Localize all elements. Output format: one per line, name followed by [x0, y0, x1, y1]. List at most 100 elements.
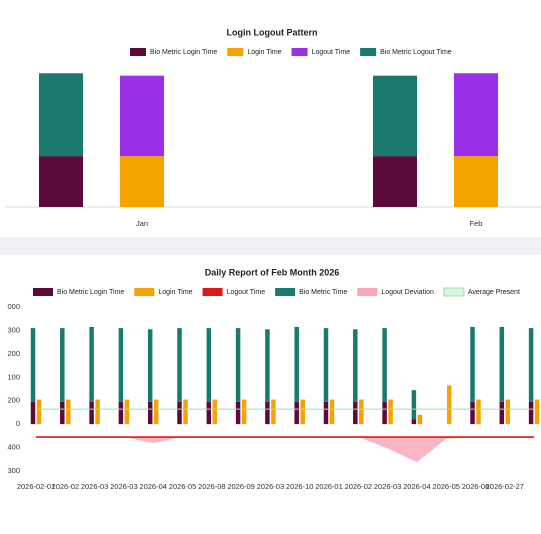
legend-swatch [33, 288, 53, 296]
bar [411, 390, 417, 420]
bar [470, 401, 475, 425]
bar [499, 326, 505, 402]
x-tick-label: 2026-09 [227, 482, 255, 491]
bar [294, 401, 299, 425]
chart-title: Daily Report of Feb Month 2026 [205, 267, 340, 277]
legend-label: Bio Metric Login Time [57, 289, 124, 296]
chart-title: Login Logout Pattern [227, 27, 318, 37]
bar [147, 329, 153, 402]
bar [89, 326, 94, 402]
bar [359, 399, 364, 425]
x-tick-label: 2026-02 [52, 482, 80, 491]
legend-label: Bio Metric Time [299, 289, 347, 296]
bar [120, 156, 164, 207]
bar [323, 401, 329, 425]
x-tick-label: 2026-03 [257, 482, 285, 491]
y-tick-label: 300 [7, 466, 20, 475]
bar [30, 328, 36, 402]
bar [118, 401, 124, 425]
x-tick-label: 2026-06 [462, 482, 490, 491]
bar [212, 399, 218, 425]
x-tick-label: 2026-02-27 [486, 482, 524, 491]
bar [147, 401, 153, 425]
bar [118, 328, 124, 402]
bar [382, 401, 387, 425]
bar [235, 401, 241, 425]
bar [60, 328, 65, 402]
bar [39, 73, 83, 157]
area [36, 437, 535, 463]
bar [60, 401, 65, 425]
legend-label: Logout Deviation [381, 289, 434, 296]
x-tick-label: 2026-04 [403, 482, 431, 491]
legend-swatch [443, 287, 465, 297]
x-tick-label: Jan [136, 219, 148, 228]
bar [294, 326, 299, 402]
y-tick-label: 100 [7, 372, 20, 381]
x-tick-label: Feb [470, 219, 483, 228]
bar [30, 401, 36, 425]
legend-label: Bio Metric Login Time [150, 49, 217, 56]
bar [528, 328, 534, 402]
legend-swatch [134, 288, 155, 296]
legend-swatch [291, 48, 308, 56]
bar [382, 328, 387, 402]
bar [329, 399, 335, 425]
bar [411, 419, 417, 425]
bar [446, 385, 452, 425]
x-tick-label: 2026-03 [374, 482, 402, 491]
bar [505, 399, 511, 425]
y-tick-label: 400 [7, 443, 20, 452]
bar [36, 399, 42, 425]
legend-label: Bio Metric Logout Time [380, 49, 452, 56]
legend-swatch [275, 288, 296, 296]
x-tick-label: 2026-05 [169, 482, 197, 491]
x-tick-label: 2026-04 [139, 482, 167, 491]
bar [124, 399, 130, 425]
bar [373, 156, 417, 207]
x-tick-label: 2026-05 [432, 482, 460, 491]
bar [265, 329, 270, 402]
bar [177, 328, 182, 402]
bar [323, 328, 329, 402]
bar [265, 401, 270, 425]
bar [235, 328, 241, 402]
x-tick-label: 2026-03 [110, 482, 138, 491]
bar [153, 399, 159, 425]
bar [241, 399, 247, 425]
bar [206, 401, 212, 425]
x-tick-label: 2026-08 [198, 482, 226, 491]
y-tick-label: 000 [7, 302, 20, 311]
bar [417, 414, 423, 425]
x-tick-label: 2026-02 [345, 482, 373, 491]
x-tick-label: 2026-03 [81, 482, 109, 491]
legend-swatch [357, 288, 378, 296]
bar [373, 75, 417, 157]
legend-label: Login Time [247, 49, 281, 56]
x-tick-label: 2026-10 [286, 482, 314, 491]
separator [0, 237, 541, 255]
bar [177, 401, 182, 425]
bar [534, 399, 540, 425]
bar [120, 75, 164, 157]
legend-swatch [227, 48, 244, 56]
legend-swatch [202, 288, 223, 296]
bar [528, 401, 534, 425]
bar [353, 401, 358, 425]
y-tick-label: 0 [16, 419, 20, 428]
bar [470, 326, 475, 402]
legend-swatch [360, 48, 377, 56]
y-tick-label: 300 [7, 325, 20, 334]
bar [66, 399, 71, 425]
bar [454, 73, 498, 157]
x-tick-label: 2026-01 [315, 482, 343, 491]
bar [300, 399, 305, 425]
bar [39, 156, 83, 207]
legend-swatch [130, 48, 146, 56]
bar [476, 399, 481, 425]
legend-label: Login Time [158, 289, 192, 296]
bar [95, 399, 100, 425]
bar [454, 156, 498, 207]
